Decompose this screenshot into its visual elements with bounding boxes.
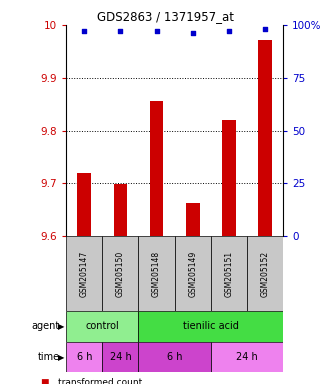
Bar: [138, 342, 211, 372]
Text: GSM205150: GSM205150: [116, 250, 125, 297]
Text: ▶: ▶: [58, 353, 65, 362]
Point: [154, 28, 159, 35]
Bar: [222, 120, 236, 236]
Text: GSM205148: GSM205148: [152, 250, 161, 297]
Text: 6 h: 6 h: [76, 352, 92, 362]
Text: time: time: [37, 352, 60, 362]
Text: transformed count: transformed count: [58, 378, 142, 384]
Point: [226, 28, 231, 35]
Bar: [211, 342, 283, 372]
Bar: [247, 236, 283, 311]
Text: 24 h: 24 h: [236, 352, 258, 362]
Bar: [258, 40, 272, 236]
Bar: [211, 236, 247, 311]
Bar: [66, 236, 102, 311]
Text: GSM205149: GSM205149: [188, 250, 197, 297]
Bar: [175, 236, 211, 311]
Bar: [114, 184, 127, 236]
Point: [118, 28, 123, 35]
Text: ▶: ▶: [58, 322, 65, 331]
Bar: [138, 236, 175, 311]
Text: GDS2863 / 1371957_at: GDS2863 / 1371957_at: [97, 10, 234, 23]
Bar: [77, 173, 91, 236]
Bar: [66, 342, 102, 372]
Point: [262, 26, 267, 32]
Point: [82, 28, 87, 35]
Bar: [102, 342, 138, 372]
Text: agent: agent: [31, 321, 60, 331]
Bar: [138, 311, 283, 342]
Bar: [102, 236, 138, 311]
Text: 6 h: 6 h: [167, 352, 182, 362]
Text: control: control: [85, 321, 119, 331]
Bar: [66, 311, 138, 342]
Text: GSM205152: GSM205152: [260, 250, 269, 297]
Bar: [150, 101, 164, 236]
Text: ■: ■: [40, 378, 48, 384]
Text: GSM205147: GSM205147: [80, 250, 89, 297]
Point: [190, 30, 195, 36]
Text: tienilic acid: tienilic acid: [183, 321, 239, 331]
Bar: [186, 203, 200, 236]
Text: 24 h: 24 h: [110, 352, 131, 362]
Text: GSM205151: GSM205151: [224, 250, 233, 297]
